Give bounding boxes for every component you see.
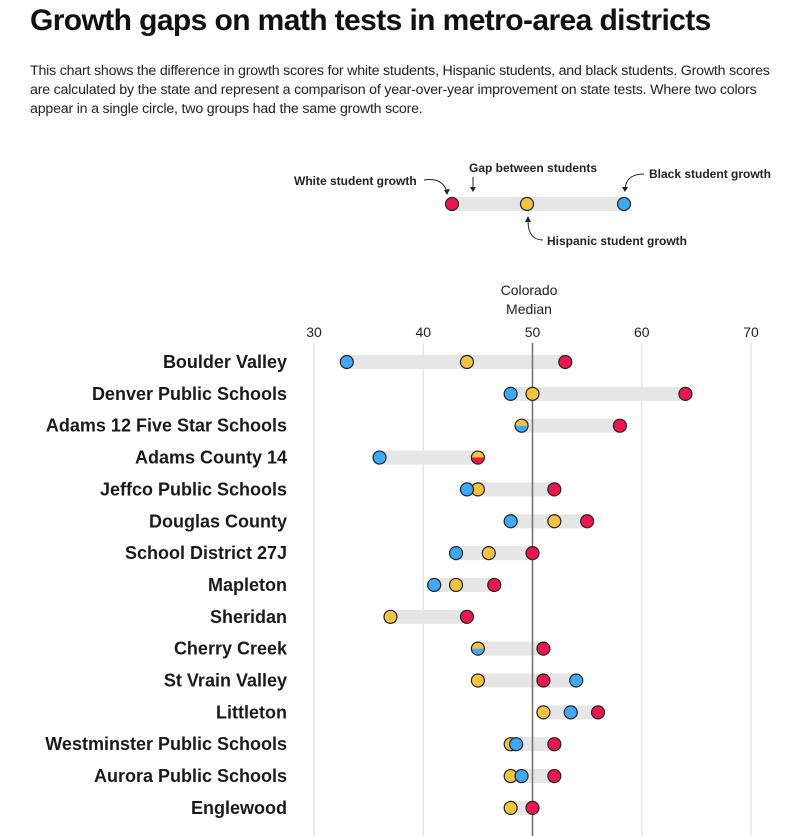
x-tick-label: 50	[525, 324, 541, 340]
district-rows: Boulder Valley Denver Public Schools Adams…	[45, 352, 686, 818]
district-label: St Vrain Valley	[164, 671, 287, 691]
white-dot	[487, 577, 502, 593]
hispanic-dot	[536, 705, 551, 720]
hispanic-dot	[547, 514, 562, 529]
black-dot	[459, 482, 475, 497]
hispanic-dot	[470, 673, 485, 688]
gap-bar	[390, 609, 467, 624]
legend: White student growth Gap between student…	[294, 161, 771, 248]
legend-white-arrowhead-icon	[444, 189, 450, 195]
black-dot	[448, 545, 464, 561]
white-dot	[580, 514, 595, 529]
gap-bar	[434, 577, 495, 592]
split-dot-top-hispanic	[471, 642, 485, 649]
legend-hispanic-arrow-icon	[527, 219, 544, 241]
district-label: Littleton	[216, 702, 287, 722]
legend-hispanic-label: Hispanic student growth	[547, 234, 687, 248]
hispanic-dot	[481, 545, 496, 561]
white-dot	[459, 609, 475, 624]
legend-gap-bar	[452, 197, 624, 211]
x-tick-label: 70	[743, 324, 759, 340]
legend-white-dot	[444, 196, 460, 212]
hispanic-dot	[503, 800, 518, 816]
white-dot	[558, 354, 573, 370]
split-dot-bottom-black	[471, 648, 485, 656]
black-dot	[339, 354, 354, 370]
gap-bar	[477, 673, 577, 688]
split-dot-outline	[470, 450, 485, 465]
black-dot	[509, 737, 524, 752]
district-label: Englewood	[191, 798, 287, 818]
district-label: Adams 12 Five Star Schools	[46, 416, 287, 436]
white-dot	[547, 768, 562, 784]
split-dot-bottom-white	[471, 457, 485, 465]
white-dot	[678, 386, 693, 401]
gap-bar	[510, 386, 686, 401]
legend-gap-label: Gap between students	[469, 161, 597, 175]
black-dot	[569, 673, 584, 688]
district-label: School District 27J	[125, 543, 287, 563]
median-label-line2: Median	[506, 301, 552, 317]
district-label: Douglas County	[149, 511, 287, 531]
legend-black-dot	[616, 196, 632, 212]
x-tick-label: 60	[634, 324, 650, 340]
split-dot-top-hispanic	[471, 451, 485, 458]
x-tick-label: 40	[415, 324, 431, 340]
gap-bar	[477, 641, 544, 656]
split-dot-bottom-black	[515, 425, 529, 433]
white-dot	[536, 673, 551, 688]
white-dot	[612, 418, 628, 433]
hispanic-dot	[448, 577, 464, 593]
legend-white-label: White student growth	[294, 174, 417, 188]
white-dot	[590, 705, 606, 720]
district-label: Cherry Creek	[174, 639, 288, 659]
district-label: Westminster Public Schools	[45, 734, 287, 754]
white-dot	[525, 545, 540, 561]
district-label: Boulder Valley	[163, 352, 287, 372]
black-dot	[503, 386, 518, 401]
legend-hispanic-arrowhead-icon	[525, 216, 531, 222]
black-dot	[563, 705, 578, 720]
black-dot	[372, 450, 387, 465]
legend-black-arrow-icon	[624, 173, 645, 190]
district-label: Sheridan	[210, 607, 287, 627]
data-dots	[339, 354, 693, 816]
gridlines	[313, 343, 752, 836]
district-label: Aurora Public Schools	[94, 766, 287, 786]
district-label: Denver Public Schools	[92, 384, 287, 404]
x-tick-label: 30	[306, 324, 322, 340]
gap-bar	[346, 355, 566, 369]
split-dot-top-hispanic	[515, 419, 529, 426]
legend-black-arrowhead-icon	[622, 187, 628, 192]
median-label-line1: Colorado	[501, 282, 558, 298]
x-axis-ticks: 30 40 50 60 70	[306, 324, 759, 340]
hispanic-dot	[383, 609, 398, 624]
legend-black-label: Black student growth	[649, 167, 771, 181]
split-dot-outline	[514, 418, 529, 433]
district-label: Jeffco Public Schools	[100, 479, 287, 499]
gap-bar	[379, 450, 478, 465]
white-dot	[547, 737, 562, 752]
chart-description: This chart shows the difference in growt…	[30, 63, 770, 117]
district-label: Adams County 14	[135, 448, 287, 468]
white-dot	[525, 800, 540, 816]
hispanic-dot	[459, 354, 475, 370]
split-dot-outline	[470, 641, 485, 656]
chart-title: Growth gaps on math tests in metro-area …	[30, 4, 711, 37]
black-dot	[503, 514, 518, 529]
legend-gap-arrowhead-icon	[470, 187, 476, 192]
white-dot	[547, 482, 562, 497]
district-label: Mapleton	[208, 575, 287, 595]
white-dot	[536, 641, 551, 656]
gap-bar	[521, 418, 620, 433]
black-dot	[514, 768, 529, 784]
black-dot	[427, 577, 442, 593]
legend-hispanic-dot	[519, 196, 535, 212]
hispanic-dot	[525, 386, 540, 401]
